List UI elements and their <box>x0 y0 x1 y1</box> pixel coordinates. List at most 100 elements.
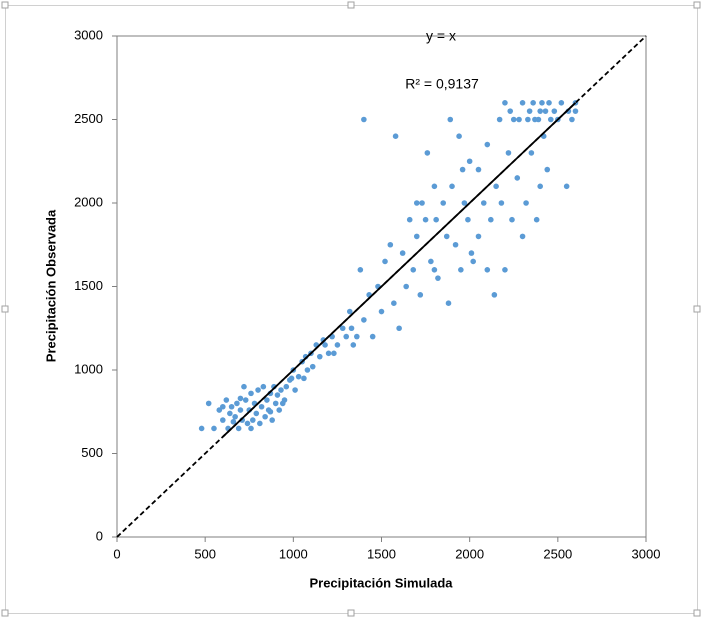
point <box>228 403 235 410</box>
point <box>466 158 473 165</box>
point <box>244 420 251 427</box>
point <box>325 350 332 357</box>
point <box>220 403 226 410</box>
point <box>431 267 438 273</box>
point <box>563 183 570 190</box>
point <box>334 342 341 348</box>
point <box>526 108 533 114</box>
point <box>498 200 505 206</box>
point <box>447 116 454 123</box>
point <box>343 333 350 340</box>
y-tick-label: 0 <box>96 528 103 543</box>
point <box>493 183 499 190</box>
point <box>232 413 238 420</box>
equation: y = x <box>426 28 456 44</box>
point <box>304 367 311 373</box>
point <box>382 258 388 265</box>
point <box>546 100 552 106</box>
point <box>346 308 353 315</box>
point <box>235 425 242 432</box>
point <box>288 375 295 382</box>
point <box>339 325 346 332</box>
point <box>249 417 256 423</box>
point <box>410 267 417 273</box>
point <box>331 350 337 357</box>
point <box>496 116 503 123</box>
point <box>443 233 450 240</box>
x-tick-label: 1000 <box>279 546 308 561</box>
point <box>533 216 540 223</box>
point <box>237 395 244 402</box>
point <box>369 333 376 340</box>
point <box>424 150 431 156</box>
point <box>274 392 281 398</box>
y-tick-label: 1000 <box>74 361 103 376</box>
point <box>445 300 452 307</box>
point <box>480 200 487 206</box>
point <box>440 200 447 206</box>
x-tick-label: 2000 <box>455 546 484 561</box>
y-tick-label: 2000 <box>74 194 103 209</box>
point <box>465 216 471 223</box>
point <box>413 233 420 240</box>
point <box>211 425 217 432</box>
point <box>431 183 438 190</box>
point <box>283 383 290 390</box>
point <box>537 108 543 114</box>
x-tick-label: 2500 <box>543 546 572 561</box>
point <box>242 397 249 403</box>
point <box>361 317 367 323</box>
point <box>237 407 244 413</box>
point <box>248 425 254 432</box>
y-tick-label: 1500 <box>74 278 103 293</box>
point <box>419 200 425 206</box>
point <box>309 363 316 370</box>
point <box>519 100 526 106</box>
point <box>502 267 508 273</box>
point <box>475 166 482 173</box>
point <box>316 353 323 360</box>
point <box>350 342 357 348</box>
point <box>258 403 265 410</box>
point <box>354 333 360 340</box>
point <box>361 116 367 123</box>
point <box>223 397 230 403</box>
point <box>276 407 283 413</box>
y-axis-label: Precipitación Observada <box>43 209 58 362</box>
point <box>551 108 558 114</box>
point <box>514 175 521 181</box>
x-axis-label: Precipitación Simulada <box>309 575 453 590</box>
point <box>413 200 420 206</box>
point <box>452 241 459 248</box>
point <box>301 375 307 382</box>
point <box>502 100 508 106</box>
point <box>459 166 466 173</box>
point <box>449 183 455 190</box>
point <box>558 100 565 106</box>
point <box>387 241 394 248</box>
point <box>234 400 240 407</box>
point <box>572 108 579 114</box>
point <box>484 141 491 148</box>
trendline <box>222 102 577 438</box>
point <box>241 383 247 390</box>
point <box>516 116 522 123</box>
point <box>525 116 531 123</box>
point <box>530 100 536 106</box>
point <box>528 150 535 156</box>
point <box>535 116 542 123</box>
point <box>417 292 424 298</box>
point <box>547 116 554 123</box>
point <box>544 166 551 173</box>
point <box>505 150 512 156</box>
point <box>255 387 261 393</box>
point <box>458 267 464 273</box>
point <box>260 383 267 390</box>
point <box>248 390 254 397</box>
point <box>278 387 284 393</box>
point <box>357 267 364 273</box>
point <box>295 373 302 380</box>
point <box>509 216 515 223</box>
